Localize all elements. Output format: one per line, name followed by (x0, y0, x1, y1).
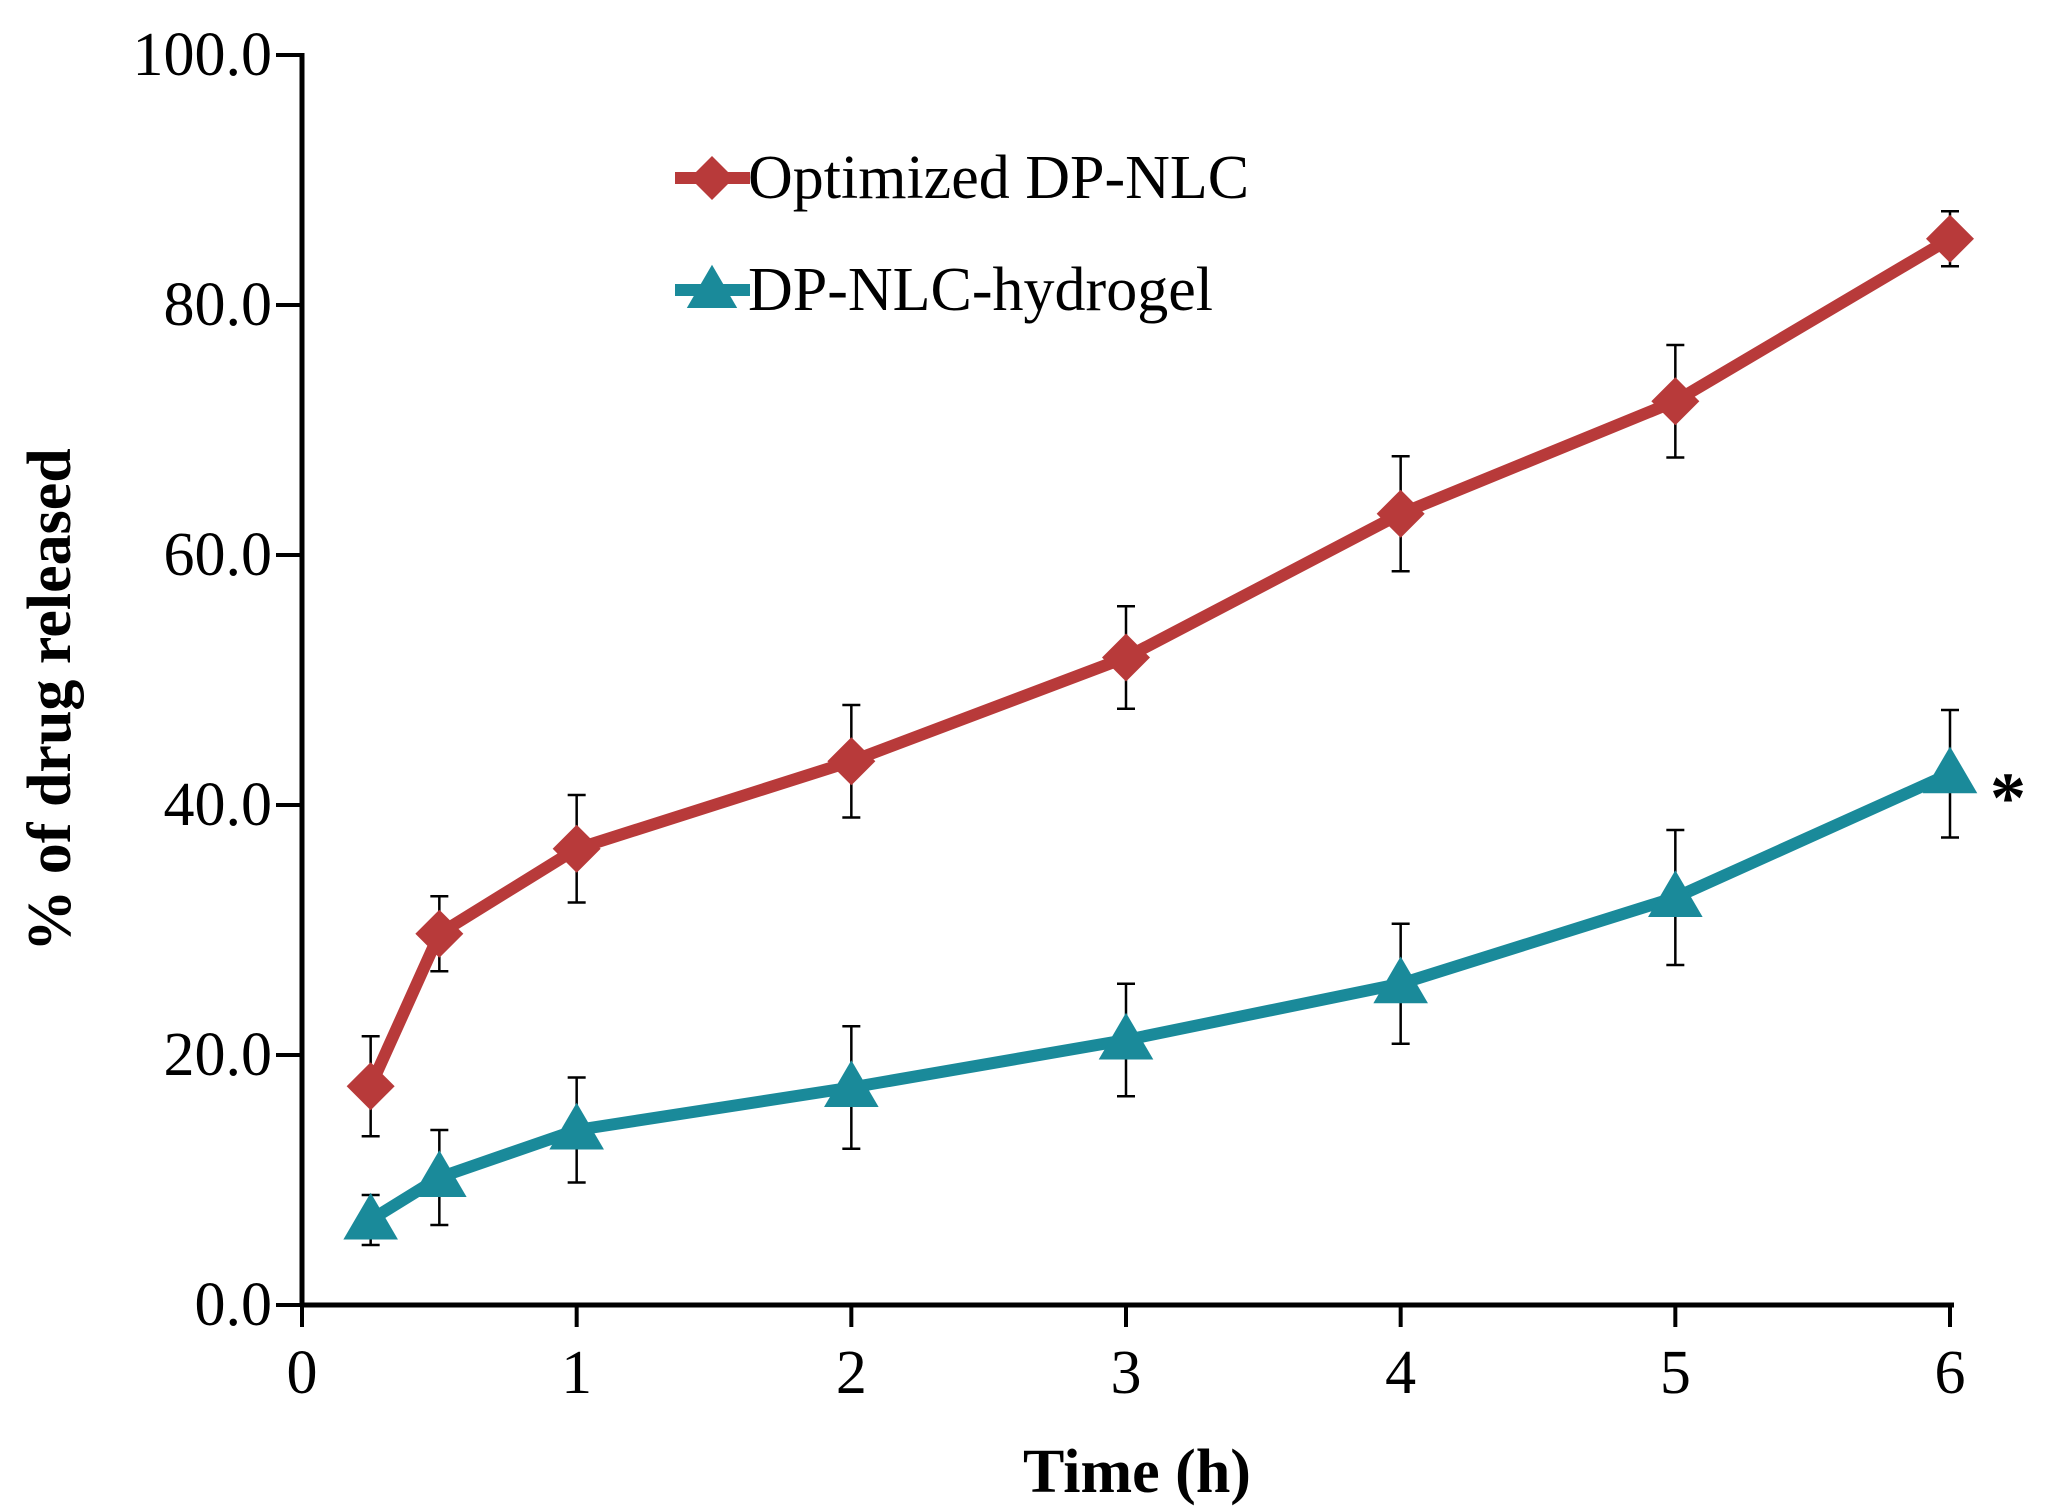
series-line (365, 233, 1954, 1089)
x-tick-label: 4 (1385, 1339, 1416, 1407)
y-tick-label: 80.0 (164, 271, 273, 339)
data-point (412, 1150, 467, 1197)
series-dp-nlc-hydrogel (343, 708, 1978, 1247)
x-tick-label: 5 (1660, 1339, 1691, 1407)
y-tick-label: 0.0 (195, 1271, 273, 1339)
series-layer: * (343, 210, 2026, 1247)
significance-asterisk: * (1990, 758, 2026, 838)
legend-item: Optimized DP-NLC (675, 144, 1249, 212)
data-point (1926, 214, 1974, 263)
data-point (343, 1192, 398, 1240)
y-tick-label: 100.0 (133, 21, 273, 89)
data-point (824, 1060, 879, 1107)
legend-label: Optimized DP-NLC (748, 144, 1249, 212)
series-optimized-dp-nlc (346, 210, 1974, 1138)
data-point (346, 1062, 395, 1111)
data-point (1922, 746, 1978, 794)
y-tick-label: 40.0 (164, 771, 273, 839)
data-point (827, 737, 876, 786)
x-axis-ticks: 0 1 2 3 4 5 6 (287, 1305, 1966, 1407)
x-tick-label: 2 (836, 1339, 867, 1407)
legend-marker (690, 156, 734, 200)
data-point (1102, 633, 1150, 682)
x-tick-label: 0 (287, 1339, 318, 1407)
x-tick-label: 6 (1935, 1339, 1966, 1407)
data-point (1376, 489, 1425, 538)
y-axis-title: % of drug released (16, 448, 84, 951)
x-axis-title: Time (h) (1023, 1438, 1251, 1506)
legend-marker (686, 264, 738, 308)
data-point (1373, 956, 1428, 1004)
y-tick-label: 60.0 (164, 521, 273, 589)
y-tick-label: 20.0 (164, 1021, 273, 1089)
series-line (367, 768, 1953, 1226)
data-point (1648, 870, 1703, 917)
data-point (549, 1102, 604, 1150)
legend-label: DP-NLC-hydrogel (748, 256, 1213, 324)
x-tick-label: 3 (1111, 1339, 1142, 1407)
data-point (415, 909, 464, 958)
x-tick-label: 1 (561, 1339, 592, 1407)
legend-item: DP-NLC-hydrogel (675, 256, 1213, 324)
y-axis-ticks: 0.0 20.0 40.0 60.0 80.0 100.0 (133, 21, 302, 1339)
data-point (1651, 377, 1700, 426)
data-point (1098, 1012, 1154, 1060)
legend: Optimized DP-NLC DP-NLC-hydrogel (675, 144, 1249, 324)
data-point (552, 824, 601, 873)
